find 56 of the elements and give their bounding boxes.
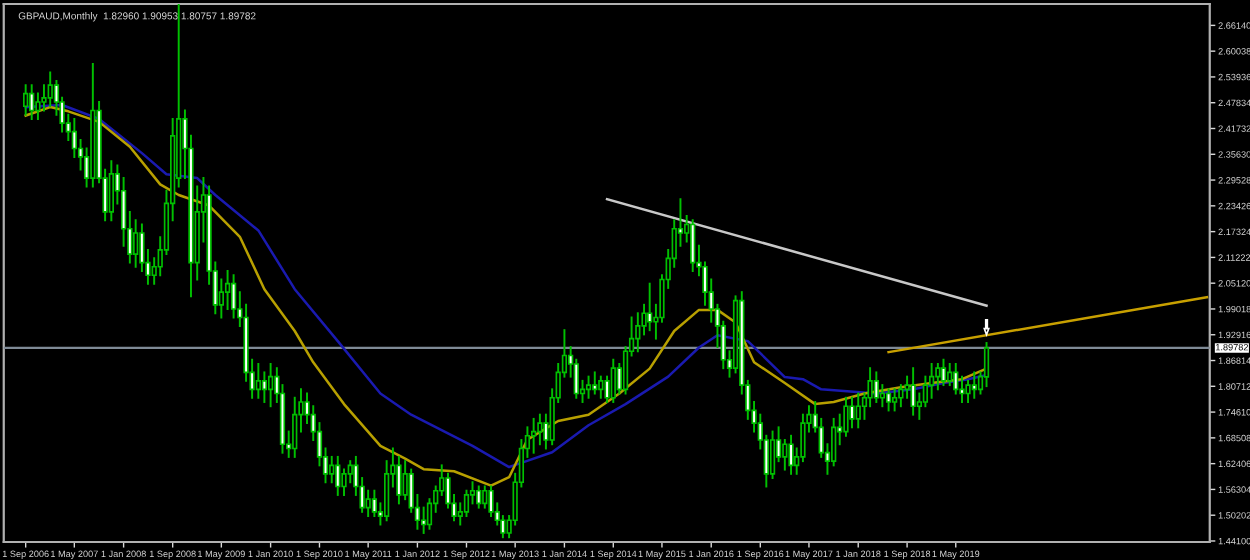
candlestick [849, 396, 855, 429]
candlestick [329, 455, 335, 484]
candlestick [463, 489, 470, 518]
candlestick [592, 371, 598, 395]
candlestick [904, 375, 910, 399]
candlestick [35, 92, 41, 120]
candlestick [647, 282, 653, 332]
candlestick [788, 434, 794, 475]
candlestick [965, 379, 971, 403]
candlestick [910, 367, 916, 416]
candlestick [396, 455, 402, 505]
candlestick [267, 362, 274, 408]
candlestick [402, 460, 408, 501]
candlestick [341, 468, 347, 496]
candlestick [476, 485, 482, 509]
candlestick [940, 358, 947, 387]
candlestick [873, 371, 879, 403]
candlestick [885, 388, 892, 412]
candlestick [365, 489, 371, 518]
candlestick [935, 362, 941, 391]
candlestick [879, 384, 886, 408]
candlestick [843, 396, 849, 437]
candlestick [371, 489, 378, 518]
candlestick [635, 312, 641, 353]
candlestick [224, 270, 231, 311]
candlestick [983, 342, 990, 388]
candlestick [261, 371, 268, 403]
candlestick [947, 362, 953, 387]
candlestick [782, 439, 788, 471]
candlestick [585, 375, 592, 399]
candlestick [898, 384, 904, 408]
candlestick [598, 375, 604, 399]
candlestick [29, 84, 35, 120]
candlestick [335, 455, 341, 496]
candlestick [230, 274, 237, 319]
candlestick [971, 371, 977, 399]
candlestick [292, 396, 298, 458]
candlestick [531, 417, 537, 454]
candlestick [255, 362, 261, 399]
candlestick [108, 160, 114, 222]
candlestick [482, 485, 488, 509]
candlestick [610, 358, 616, 403]
candlestick [488, 485, 494, 518]
candlestick [47, 71, 53, 108]
candlestick [690, 219, 696, 272]
candlestick [537, 413, 543, 446]
candlestick [133, 219, 139, 268]
candlestick [831, 417, 837, 467]
candlestick [218, 278, 224, 319]
candlestick [928, 362, 935, 399]
candlestick [23, 84, 29, 116]
candlestick [891, 388, 898, 412]
candlestick [769, 430, 776, 479]
candlestick [604, 375, 610, 403]
candlestick [855, 392, 861, 429]
candlestick [953, 362, 959, 395]
